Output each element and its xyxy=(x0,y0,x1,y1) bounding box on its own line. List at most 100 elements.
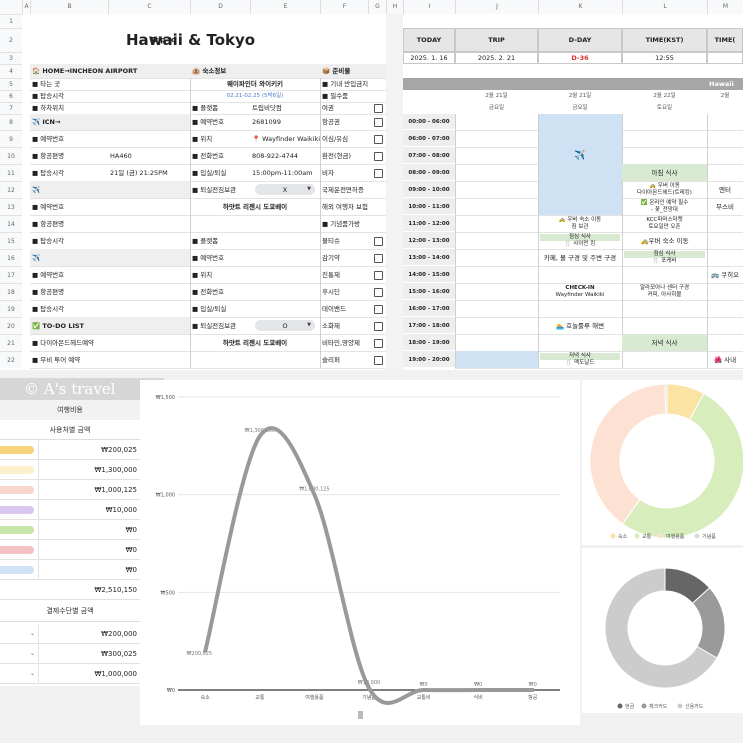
section-header: ✅ TO-DO LIST xyxy=(32,321,84,330)
schedule-line: KCC파머스마켓 xyxy=(646,216,683,223)
cell: ■ 퇴실전짐보관 xyxy=(192,185,237,194)
schedule-line: Wayfinder Waikiki xyxy=(555,291,605,298)
y-tick-label: ₩1,000 xyxy=(156,493,175,499)
dropdown-arrow[interactable]: ⌄ xyxy=(30,630,36,637)
cell: ■ 예약번호 xyxy=(192,253,225,262)
grid-line xyxy=(30,266,386,267)
time-slot: 12:00 - 13:00 xyxy=(408,237,450,244)
time-band xyxy=(403,249,455,266)
cell: 감기약 xyxy=(322,253,340,262)
legend-swatch xyxy=(610,533,616,539)
grid-line xyxy=(455,351,743,352)
pie-slice xyxy=(666,383,705,421)
checkbox[interactable] xyxy=(374,168,383,178)
dropdown-arrow[interactable]: ⌄ xyxy=(30,650,36,657)
column-header: C xyxy=(108,0,190,14)
checkbox[interactable] xyxy=(374,304,383,314)
pie-slice xyxy=(621,392,743,539)
row-number: 5 xyxy=(0,78,22,90)
dropdown[interactable]: ▼ xyxy=(255,320,315,331)
info-value: 2025. 2. 21 xyxy=(477,54,516,62)
grid-line xyxy=(30,198,386,199)
hotel-name: 웨이파인더 와이키키 xyxy=(226,80,284,88)
column-gap xyxy=(386,14,403,370)
chart-frame xyxy=(582,548,743,713)
time-band xyxy=(403,317,455,334)
cell: 국제운전면허증 xyxy=(322,185,364,194)
section-header: 결제수단별 금액 xyxy=(0,600,140,622)
grid-line xyxy=(30,249,386,250)
column-header: A xyxy=(22,0,30,14)
cell: ■ 위치 xyxy=(192,134,213,143)
pie-slice xyxy=(589,383,667,525)
legend-swatch xyxy=(677,703,683,709)
divider xyxy=(38,540,39,560)
y-tick-label: ₩0 xyxy=(167,688,175,694)
expense-row: ₩10,000 xyxy=(0,500,140,520)
cell: ■ 퇴실전짐보관 xyxy=(192,321,237,330)
time-slot: 09:00 - 10:00 xyxy=(408,186,450,193)
category-chip xyxy=(0,486,34,494)
checkbox[interactable] xyxy=(374,134,383,144)
flight-block xyxy=(456,351,538,368)
grid-line xyxy=(30,300,386,301)
row-number: 9 xyxy=(0,130,22,147)
checkbox[interactable] xyxy=(374,355,383,365)
cell: 트립비닷컴 xyxy=(252,104,282,112)
checkbox[interactable] xyxy=(374,118,383,127)
cell: ■ 예약번호 xyxy=(32,270,65,279)
dropdown[interactable]: ▼ xyxy=(255,184,315,195)
schedule-cell: 아침 식사 xyxy=(622,164,707,181)
schedule-cell: 🚌 쿠히오 xyxy=(710,270,740,279)
watermark-band: © A's travel xyxy=(0,378,164,400)
cell: 여권 xyxy=(322,104,334,112)
day-label: 2월 21일 xyxy=(568,93,592,99)
time-slot: 15:00 - 16:00 xyxy=(408,288,450,295)
checkbox[interactable] xyxy=(374,151,383,161)
cell: ■ 기내 반입금지 물품 xyxy=(322,80,368,88)
checkbox[interactable] xyxy=(374,104,383,113)
schedule-line: 알라모아나 센터 구경 xyxy=(639,284,690,291)
schedule-cell: 카페, 몰 구경 및 주변 구경 xyxy=(543,253,617,262)
checkbox[interactable] xyxy=(374,287,383,297)
schedule-line: 🍴 맥도날드 xyxy=(565,359,595,366)
section-band xyxy=(320,64,386,78)
total-row: ₩2,510,150 xyxy=(0,580,140,600)
grid-line xyxy=(30,334,386,335)
checkbox[interactable] xyxy=(374,338,383,348)
column-header: F xyxy=(320,0,368,14)
time-band xyxy=(403,147,455,164)
cell: 해외 여행자 보험 xyxy=(322,202,368,211)
grid-line xyxy=(30,351,386,352)
legend-swatch xyxy=(694,533,700,539)
data-label: ₩1,300,000 xyxy=(245,428,275,434)
day-label: 금요일 xyxy=(572,105,588,111)
data-label: ₩0 xyxy=(529,682,537,688)
checkbox[interactable] xyxy=(374,253,383,263)
expense-row: ₩1,300,000 xyxy=(0,460,140,480)
schedule-cell: 알라모아나 센터 구경 커피, 아사히볼 xyxy=(622,283,707,300)
row-number: 3 xyxy=(0,52,22,64)
schedule-line: 커피, 아사히볼 xyxy=(647,291,682,298)
cell: ■ 기념품가방 xyxy=(322,219,361,228)
schedule-cell: 점심 식사 🍴 포케바 xyxy=(622,249,707,266)
checkbox[interactable] xyxy=(374,321,383,331)
row-number: 4 xyxy=(0,64,22,78)
checkbox[interactable] xyxy=(374,236,383,246)
grid-line xyxy=(30,317,386,318)
cell: 항공권 xyxy=(322,118,340,126)
dropdown-arrow[interactable]: ⌄ xyxy=(30,670,36,677)
table-cell-frame xyxy=(538,28,622,52)
spreadsheet: A B C D E F G H I J K L M 1 2 3 4 5 6 7 8 9 10 11 12 13 14 15 16 17 18… xyxy=(0,0,743,370)
expense-row: ₩0 xyxy=(0,520,140,540)
time-slot: 16:00 - 17:00 xyxy=(408,305,450,312)
table-cell-frame xyxy=(403,52,455,64)
row-number: 8 xyxy=(0,114,22,130)
x-tick-label: 교통 xyxy=(255,695,265,701)
grid-line xyxy=(622,114,623,368)
expense-row: ₩0 xyxy=(0,560,140,580)
info-header: TIME( xyxy=(714,36,736,44)
row-number: 18 xyxy=(0,283,22,300)
checkbox[interactable] xyxy=(374,270,383,280)
